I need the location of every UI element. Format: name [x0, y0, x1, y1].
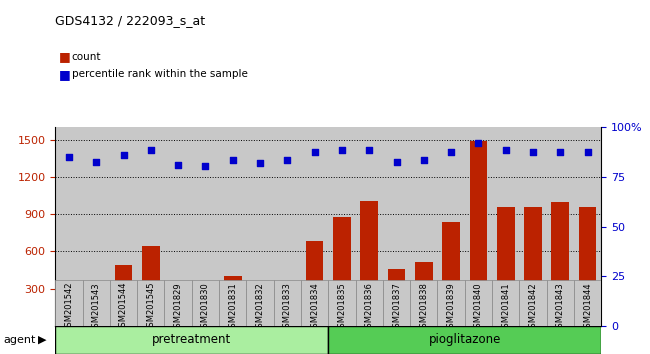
Bar	[60, 281, 78, 326]
Bar	[251, 284, 269, 326]
FancyBboxPatch shape	[219, 280, 246, 326]
Text: pretreatment: pretreatment	[152, 333, 231, 346]
Text: agent: agent	[3, 335, 36, 345]
Text: GDS4132 / 222093_s_at: GDS4132 / 222093_s_at	[55, 14, 205, 27]
FancyBboxPatch shape	[356, 280, 383, 326]
Bar	[442, 222, 460, 326]
Text: count: count	[72, 52, 101, 62]
Bar	[387, 269, 406, 326]
Text: GSM201545: GSM201545	[146, 282, 155, 332]
FancyBboxPatch shape	[192, 280, 219, 326]
Bar	[114, 265, 133, 326]
Point	[419, 157, 429, 162]
FancyBboxPatch shape	[274, 280, 301, 326]
Point	[500, 147, 511, 153]
Bar	[497, 207, 515, 326]
FancyBboxPatch shape	[437, 280, 465, 326]
Text: GSM201830: GSM201830	[201, 282, 210, 333]
Bar	[469, 141, 488, 326]
Point	[173, 162, 183, 167]
Point	[555, 149, 566, 155]
FancyBboxPatch shape	[55, 280, 83, 326]
FancyBboxPatch shape	[301, 280, 328, 326]
Point	[227, 157, 238, 162]
Bar	[360, 200, 378, 326]
FancyBboxPatch shape	[328, 280, 356, 326]
FancyBboxPatch shape	[519, 280, 547, 326]
Text: GSM201831: GSM201831	[228, 282, 237, 333]
FancyBboxPatch shape	[164, 280, 192, 326]
Text: GSM201542: GSM201542	[64, 282, 73, 332]
Text: GSM201837: GSM201837	[392, 282, 401, 333]
Point	[91, 159, 101, 164]
Point	[282, 157, 293, 162]
Bar	[551, 202, 569, 326]
Bar	[415, 262, 433, 326]
Bar	[142, 246, 160, 326]
Text: GSM201844: GSM201844	[583, 282, 592, 333]
Bar	[278, 289, 296, 326]
Point	[364, 147, 374, 153]
Point	[391, 159, 402, 165]
Point	[64, 154, 74, 160]
Text: ▶: ▶	[38, 335, 46, 345]
FancyBboxPatch shape	[55, 326, 328, 354]
Bar	[578, 207, 597, 326]
Text: GSM201836: GSM201836	[365, 282, 374, 333]
Text: GSM201843: GSM201843	[556, 282, 565, 333]
Point	[118, 152, 129, 158]
Point	[446, 149, 456, 155]
Point	[582, 149, 593, 155]
Bar	[333, 217, 351, 326]
Bar	[169, 282, 187, 326]
Text: pioglitazone: pioglitazone	[428, 333, 501, 346]
FancyBboxPatch shape	[83, 280, 110, 326]
Text: GSM201543: GSM201543	[92, 282, 101, 333]
FancyBboxPatch shape	[574, 280, 601, 326]
Text: GSM201544: GSM201544	[119, 282, 128, 332]
Point	[473, 140, 484, 146]
Bar	[224, 276, 242, 326]
Point	[200, 163, 211, 169]
Text: GSM201835: GSM201835	[337, 282, 346, 333]
FancyBboxPatch shape	[465, 280, 492, 326]
FancyBboxPatch shape	[383, 280, 410, 326]
Point	[337, 147, 347, 153]
FancyBboxPatch shape	[137, 280, 164, 326]
Bar	[87, 285, 105, 326]
Point	[255, 160, 265, 166]
Text: percentile rank within the sample: percentile rank within the sample	[72, 69, 248, 79]
Text: GSM201839: GSM201839	[447, 282, 456, 333]
Point	[528, 149, 538, 155]
Bar	[306, 241, 324, 326]
Text: GSM201833: GSM201833	[283, 282, 292, 333]
FancyBboxPatch shape	[410, 280, 437, 326]
Text: ■: ■	[58, 68, 70, 81]
Text: GSM201841: GSM201841	[501, 282, 510, 333]
FancyBboxPatch shape	[246, 280, 274, 326]
FancyBboxPatch shape	[328, 326, 601, 354]
Text: GSM201832: GSM201832	[255, 282, 265, 333]
FancyBboxPatch shape	[547, 280, 574, 326]
Bar	[196, 287, 214, 326]
Text: GSM201840: GSM201840	[474, 282, 483, 333]
FancyBboxPatch shape	[492, 280, 519, 326]
Point	[309, 149, 320, 155]
Text: GSM201834: GSM201834	[310, 282, 319, 333]
Text: GSM201838: GSM201838	[419, 282, 428, 333]
FancyBboxPatch shape	[110, 280, 137, 326]
Text: ■: ■	[58, 50, 70, 63]
Point	[146, 147, 156, 153]
Text: GSM201842: GSM201842	[528, 282, 538, 333]
Text: GSM201829: GSM201829	[174, 282, 183, 333]
Bar	[524, 207, 542, 326]
